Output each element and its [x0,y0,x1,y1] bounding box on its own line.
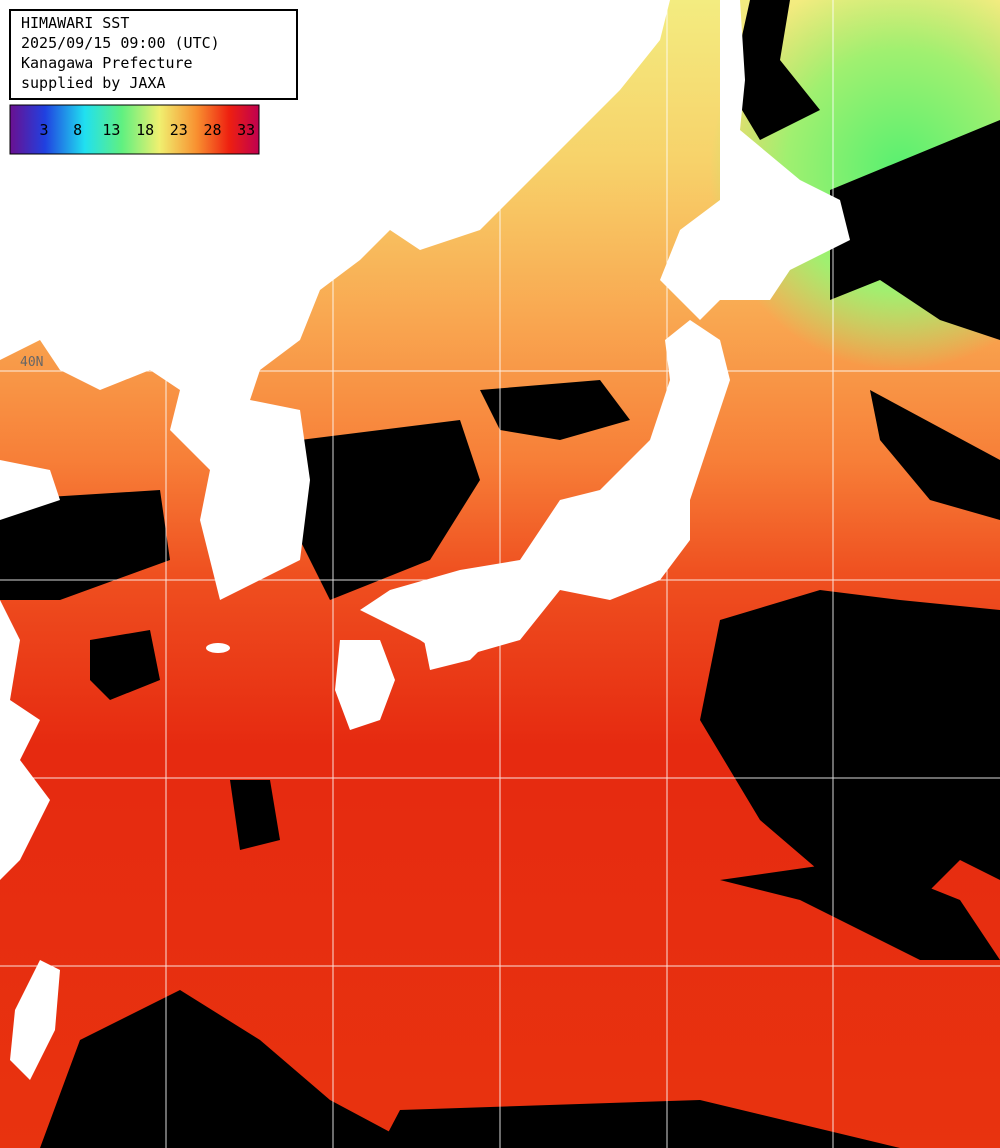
colorbar-label: 13 [102,121,120,139]
hokkaido-area [660,0,850,320]
colorbar [9,104,260,155]
cloud [730,0,820,140]
coast [0,460,60,520]
island [206,643,230,653]
cloud [230,780,280,850]
cloud [700,590,1000,920]
shikoku [420,610,500,670]
cloud [40,990,420,1148]
china-coast [0,600,50,880]
cloud [720,860,1000,960]
cloud [870,390,1000,520]
colorbar-label: 33 [237,121,255,139]
cloud [90,630,160,700]
taiwan [10,960,60,1080]
credit: supplied by JAXA [21,74,166,92]
colorbar-label: 8 [73,121,82,139]
title: HIMAWARI SST [21,14,129,32]
colorbar-labels: 3 8 13 18 23 28 33 [39,121,255,139]
cloud [0,490,170,600]
cloud [300,420,480,600]
cloud [480,380,630,440]
cloud [830,120,1000,340]
colorbar-label: 28 [203,121,221,139]
colorbar-label: 3 [39,121,48,139]
cloud [380,1100,900,1148]
info-box [9,9,298,100]
latitude-label: 40N [20,355,43,370]
kyushu [335,640,395,730]
honshu [360,320,730,660]
colorbar-label: 18 [136,121,154,139]
colorbar-label: 23 [170,121,188,139]
region: Kanagawa Prefecture [21,54,193,72]
timestamp: 2025/09/15 09:00 (UTC) [21,34,220,52]
